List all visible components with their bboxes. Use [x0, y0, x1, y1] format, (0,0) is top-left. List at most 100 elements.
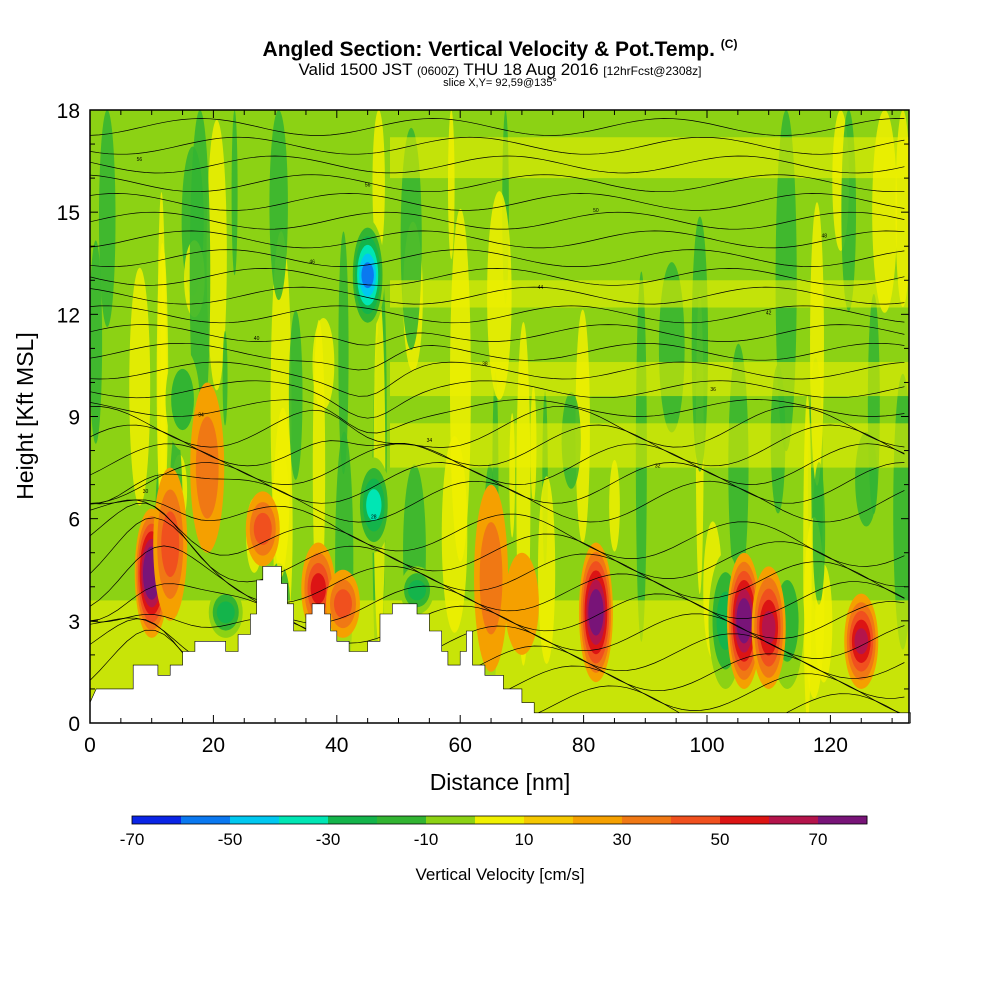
colorbar-swatch	[769, 816, 819, 824]
colorbar: -70 -50 -30 -10 10 30 50 70	[120, 815, 868, 849]
theta-contour	[90, 443, 905, 485]
colorbar-tick-label: 10	[515, 830, 534, 849]
theta-contour	[90, 499, 905, 567]
x-axis: 0 20 40 60 80 100 120	[84, 110, 893, 757]
theta-label: 34	[427, 438, 433, 444]
theta-contour	[90, 361, 905, 397]
field-streak	[231, 110, 238, 276]
chart-title: Angled Section: Vertical Velocity & Pot.…	[262, 37, 738, 61]
theta-label: 40	[254, 336, 260, 342]
colorbar-tick-label: -30	[316, 830, 341, 849]
field-streak	[90, 240, 103, 444]
x-tick-label: 20	[202, 734, 225, 757]
field-streak	[609, 459, 620, 552]
y-tick-label: 15	[57, 202, 80, 225]
y-tick-label: 0	[68, 713, 80, 736]
theta-label: 42	[766, 310, 772, 316]
theta-contour	[90, 155, 905, 174]
colorbar-tick-label: 50	[711, 830, 730, 849]
x-tick-label: 60	[449, 734, 472, 757]
theta-contours: 56 56 50 48 46 44 42 40 38 36 34 34 32 30 28	[90, 118, 905, 723]
theta-contour	[90, 517, 905, 619]
colorbar-swatch	[818, 816, 868, 824]
downdraft-core	[216, 601, 235, 624]
chart-subtitle: Valid 1500 JST (0600Z) THU 18 Aug 2016 […	[298, 60, 702, 79]
updraft-core	[479, 522, 503, 635]
field-streak	[269, 110, 288, 301]
downdraft-core	[408, 579, 427, 601]
theta-contour	[90, 249, 905, 267]
updraft-core	[854, 628, 869, 655]
updraft-core	[590, 598, 602, 627]
colorbar-swatch	[524, 816, 574, 824]
field-streak	[270, 231, 292, 578]
field-streak	[372, 110, 385, 258]
theta-label: 44	[538, 285, 544, 291]
colorbar-swatch	[573, 816, 623, 824]
theta-contour	[90, 324, 905, 346]
x-tick-label: 120	[813, 734, 848, 757]
colorbar-tick-label: 70	[809, 830, 828, 849]
theta-label: 56	[137, 157, 143, 163]
theta-contour	[90, 286, 905, 305]
updraft-core	[253, 512, 272, 545]
field-streak	[156, 243, 169, 517]
theta-contour	[90, 424, 905, 467]
theta-label: 46	[309, 259, 315, 265]
colorbar-swatch	[622, 816, 672, 824]
updraft-core	[161, 511, 180, 578]
y-tick-label: 3	[68, 611, 80, 634]
theta-label: 36	[710, 387, 716, 393]
field-streak	[288, 310, 303, 480]
theta-label: 50	[593, 208, 599, 214]
colorbar-swatch	[230, 816, 280, 824]
colorbar-swatch	[377, 816, 427, 824]
x-tick-label: 0	[84, 734, 96, 757]
field-streak	[338, 231, 349, 475]
x-tick-label: 40	[325, 734, 348, 757]
colorbar-swatch	[720, 816, 770, 824]
theta-contour	[90, 136, 905, 155]
theta-contour	[90, 399, 905, 434]
colorbar-swatch	[328, 816, 378, 824]
theta-contour	[90, 174, 905, 193]
theta-contour	[90, 473, 905, 523]
theta-contour	[90, 193, 905, 211]
x-tick-label: 80	[572, 734, 595, 757]
theta-label: 30	[143, 489, 149, 495]
field-band	[390, 280, 909, 308]
downdraft-core	[361, 262, 374, 289]
field-streak	[447, 110, 455, 260]
theta-contour	[90, 211, 905, 230]
theta-contour	[90, 613, 905, 679]
updraft-core	[504, 552, 539, 655]
field-streak	[98, 110, 116, 327]
updraft-core	[310, 573, 326, 604]
theta-label: 56	[365, 183, 371, 189]
y-axis-label: Height [Kft MSL]	[12, 332, 38, 499]
x-tick-label: 100	[689, 734, 724, 757]
downdraft-core	[171, 368, 194, 431]
x-axis-label: Distance [nm]	[430, 769, 571, 795]
colorbar-swatch	[426, 816, 476, 824]
theta-label: 38	[482, 361, 488, 367]
theta-label: 48	[821, 234, 827, 240]
colorbar-swatch	[475, 816, 525, 824]
updraft-core	[195, 416, 219, 519]
theta-label: 34	[198, 413, 204, 419]
theta-contour	[90, 499, 905, 587]
theta-contour	[90, 380, 905, 419]
colorbar-tick-label: 30	[613, 830, 632, 849]
colorbar-tick-label: -50	[218, 830, 243, 849]
theta-contour	[90, 342, 905, 371]
y-tick-label: 6	[68, 509, 80, 532]
y-tick-label: 12	[57, 304, 80, 327]
updraft-core	[738, 607, 750, 635]
field-streak	[189, 110, 211, 443]
downdraft-core	[366, 489, 382, 521]
field-streak	[222, 330, 228, 426]
field-streak	[812, 461, 826, 605]
theta-contour	[90, 230, 905, 249]
terrain-mask	[89, 566, 911, 724]
